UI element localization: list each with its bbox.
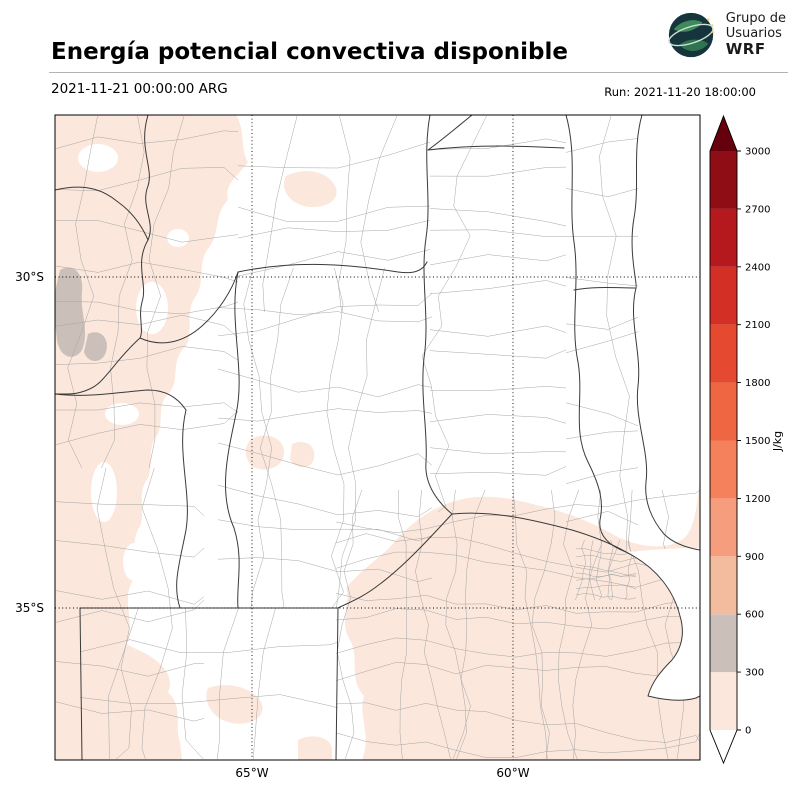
province-boundaries bbox=[55, 115, 700, 760]
water-bodies bbox=[626, 548, 700, 701]
wrf-logo: Grupo de Usuarios WRF bbox=[665, 9, 786, 61]
logo-text: Grupo de Usuarios WRF bbox=[725, 11, 786, 59]
cape-shade-region-mid bbox=[55, 267, 86, 357]
colorbar: 0 300 600 900 1200 1500 1800 2100 2400 2… bbox=[709, 114, 784, 765]
cape-shade-hole bbox=[105, 403, 139, 425]
colorbar-arrow-over bbox=[710, 116, 737, 151]
cape-shade-region bbox=[206, 685, 263, 724]
province-border-segment bbox=[237, 261, 428, 274]
star-dot bbox=[711, 31, 714, 34]
colorbar-tick-label: 2100 bbox=[745, 320, 770, 331]
colorbar-tick-label: 0 bbox=[745, 726, 751, 737]
cape-shade-region bbox=[290, 441, 315, 468]
logo-text-line2: Usuarios bbox=[725, 25, 782, 41]
logo-text-wrf: WRF bbox=[725, 40, 766, 59]
cape-shade-region bbox=[284, 171, 337, 208]
colorbar-tick-label: 1800 bbox=[745, 378, 770, 389]
colorbar-segment bbox=[710, 151, 737, 209]
province-border-segment bbox=[573, 287, 637, 291]
cape-shade-hole bbox=[91, 462, 117, 522]
cape-shade-hole bbox=[123, 543, 145, 581]
colorbar-tick-label: 2700 bbox=[745, 204, 770, 215]
province-border-segment bbox=[451, 512, 627, 553]
map-frame bbox=[54, 114, 701, 761]
province-border-segment bbox=[337, 513, 453, 609]
lat-label-35s: 35°S bbox=[15, 601, 44, 615]
province-border-segment bbox=[422, 115, 453, 515]
province-border-segment bbox=[55, 389, 187, 411]
department-boundary-mesh bbox=[55, 115, 700, 760]
province-border-segment bbox=[55, 337, 141, 395]
cape-shade-region bbox=[55, 632, 182, 760]
colorbar-segment bbox=[710, 556, 737, 615]
globe-icon bbox=[667, 12, 714, 58]
colorbar-segment bbox=[710, 324, 737, 383]
cape-shade-hole bbox=[136, 282, 168, 334]
coastline bbox=[625, 551, 700, 701]
logo-text-line1: Grupo de bbox=[725, 11, 786, 27]
province-border-segment bbox=[139, 271, 239, 344]
map-canvas bbox=[55, 115, 700, 760]
colorbar-tick-label: 600 bbox=[745, 610, 764, 621]
colorbar-segment bbox=[710, 208, 737, 267]
cape-shade-hole bbox=[78, 144, 118, 172]
colorbar-tick-label: 3000 bbox=[745, 147, 770, 158]
colorbar-tick-label: 1500 bbox=[745, 436, 770, 447]
cape-shade-region bbox=[55, 115, 248, 760]
cape-shade-hole bbox=[167, 229, 189, 247]
colorbar-segment bbox=[710, 614, 737, 673]
lon-label-60w: 60°W bbox=[496, 766, 529, 780]
valid-time-label: 2021-11-21 00:00:00 ARG bbox=[51, 81, 228, 97]
cape-shading bbox=[55, 115, 700, 760]
colorbar-segment bbox=[710, 440, 737, 499]
province-border-segment bbox=[176, 409, 188, 609]
colorbar-segment bbox=[710, 266, 737, 325]
province-border-segment bbox=[427, 145, 565, 151]
rio-de-la-plata bbox=[626, 548, 700, 701]
globe-continent bbox=[679, 39, 709, 52]
colorbar-arrow-under bbox=[710, 730, 737, 763]
page-title: Energía potencial convectiva disponible bbox=[51, 39, 569, 66]
colorbar-tick-label: 1200 bbox=[745, 494, 770, 505]
star-dot bbox=[706, 18, 710, 21]
cape-shade-region bbox=[298, 736, 332, 760]
colorbar-tick-label: 2400 bbox=[745, 262, 770, 273]
colorbar-tick-label: 300 bbox=[745, 668, 764, 679]
province-border-segment bbox=[225, 271, 240, 609]
province-border-segment bbox=[55, 186, 149, 241]
colorbar-ticks bbox=[737, 150, 741, 731]
province-border-segment bbox=[79, 607, 83, 760]
header-divider bbox=[49, 72, 788, 73]
colorbar-segment bbox=[710, 498, 737, 557]
department-boundaries bbox=[55, 115, 700, 760]
province-border-segment bbox=[335, 607, 339, 760]
lat-label-30s: 30°S bbox=[15, 270, 44, 284]
province-border-segment-uruguay-river bbox=[631, 115, 700, 551]
colorbar-segment bbox=[710, 382, 737, 441]
colorbar-unit-label: J/kg bbox=[771, 431, 784, 452]
colorbar-segment bbox=[710, 672, 737, 730]
star-dot bbox=[710, 24, 713, 27]
province-border-segment bbox=[427, 115, 473, 151]
colorbar-tick-label: 900 bbox=[745, 552, 764, 563]
lon-label-65w: 65°W bbox=[235, 766, 268, 780]
cape-shade-region bbox=[245, 435, 284, 470]
cape-shade-region-mid bbox=[84, 332, 107, 361]
run-time-label: Run: 2021-11-20 18:00:00 bbox=[604, 85, 756, 99]
globe-orbit-ring bbox=[667, 23, 714, 47]
province-border-segment-parana-river bbox=[565, 115, 627, 553]
globe-continent bbox=[673, 20, 703, 32]
